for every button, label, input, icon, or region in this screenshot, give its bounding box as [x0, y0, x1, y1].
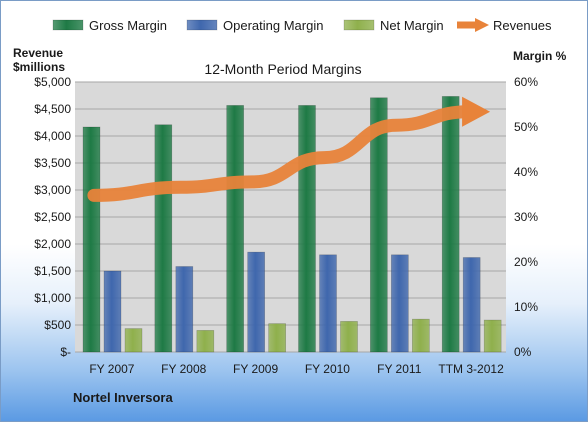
- left-axis-label-line1: Revenue: [13, 46, 63, 60]
- category-label: FY 2011: [377, 362, 422, 376]
- right-tick-label: 50%: [514, 120, 538, 134]
- legend-item-revenues: Revenues: [493, 18, 552, 33]
- gross-margin-bar: [370, 97, 388, 353]
- legend-item-net-margin: Net Margin: [380, 18, 444, 33]
- category-label: FY 2008: [161, 362, 206, 376]
- left-tick-label: $2,500: [34, 210, 71, 224]
- right-tick-label: 20%: [514, 255, 538, 269]
- net-margin-bar: [268, 323, 286, 353]
- legend-swatch: [186, 19, 218, 31]
- category-labels: FY 2007 FY 2008 FY 2009 FY 2010 FY 2011 TTM 3…: [89, 362, 504, 376]
- left-tick-label: $4,000: [34, 129, 71, 143]
- legend-item-gross-margin: Gross Margin: [89, 18, 167, 33]
- left-tick-label: $3,000: [34, 183, 71, 197]
- gross-margin-bar: [82, 126, 101, 353]
- net-margin-bar: [483, 319, 502, 353]
- right-axis-label: Margin %: [513, 49, 567, 63]
- legend-swatch: [52, 19, 84, 31]
- left-tick-label: $3,500: [34, 156, 71, 170]
- operating-margin-bar: [319, 254, 337, 353]
- left-tick-label: $1,500: [34, 264, 71, 278]
- gross-margin-bar: [441, 96, 460, 353]
- gross-margin-bar: [154, 124, 173, 353]
- footer-label: Nortel Inversora: [73, 390, 173, 405]
- legend-swatch: [343, 19, 375, 31]
- legend-arrow: [475, 18, 489, 32]
- left-tick-label: $4,500: [34, 102, 71, 116]
- net-margin-bar: [412, 318, 430, 353]
- left-tick-label: $2,000: [34, 237, 71, 251]
- left-axis-ticks: $- $500 $1,000 $1,500 $2,000 $2,500 $3,000 $3,5…: [34, 75, 71, 359]
- operating-margin-bar: [103, 270, 122, 353]
- revenue-line-path: [87, 105, 475, 202]
- gross-margin-bar: [298, 105, 316, 353]
- net-margin-bar: [196, 330, 215, 353]
- net-margin-bar: [340, 321, 358, 353]
- left-tick-label: $-: [60, 345, 71, 359]
- right-tick-label: 0%: [514, 345, 532, 359]
- operating-margin-bar: [175, 266, 194, 353]
- left-axis-label-line2: $millions: [13, 60, 65, 74]
- operating-margin-bar: [247, 251, 265, 353]
- operating-margin-bar: [462, 257, 481, 353]
- category-label: FY 2009: [233, 362, 278, 376]
- chart-title: 12-Month Period Margins: [204, 61, 361, 77]
- revenue-line: [87, 96, 491, 202]
- operating-margin-bar: [391, 254, 409, 353]
- right-tick-label: 40%: [514, 165, 538, 179]
- gross-margin-bar: [226, 105, 244, 353]
- legend-item-operating-margin: Operating Margin: [223, 18, 323, 33]
- right-tick-label: 30%: [514, 210, 538, 224]
- left-tick-label: $5,000: [34, 75, 71, 89]
- net-margin-bar: [124, 328, 143, 353]
- category-label: FY 2007: [89, 362, 134, 376]
- right-tick-label: 10%: [514, 300, 538, 314]
- right-axis-ticks: 0% 10% 20% 30% 40% 50% 60%: [514, 75, 538, 359]
- category-label: FY 2010: [305, 362, 350, 376]
- left-tick-label: $1,000: [34, 291, 71, 305]
- revenue-arrowhead: [462, 96, 491, 127]
- category-label: TTM 3-2012: [438, 362, 504, 376]
- left-tick-label: $500: [44, 318, 71, 332]
- legend: Gross Margin Operating Margin Net Margin Re…: [52, 18, 552, 33]
- right-tick-label: 60%: [514, 75, 538, 89]
